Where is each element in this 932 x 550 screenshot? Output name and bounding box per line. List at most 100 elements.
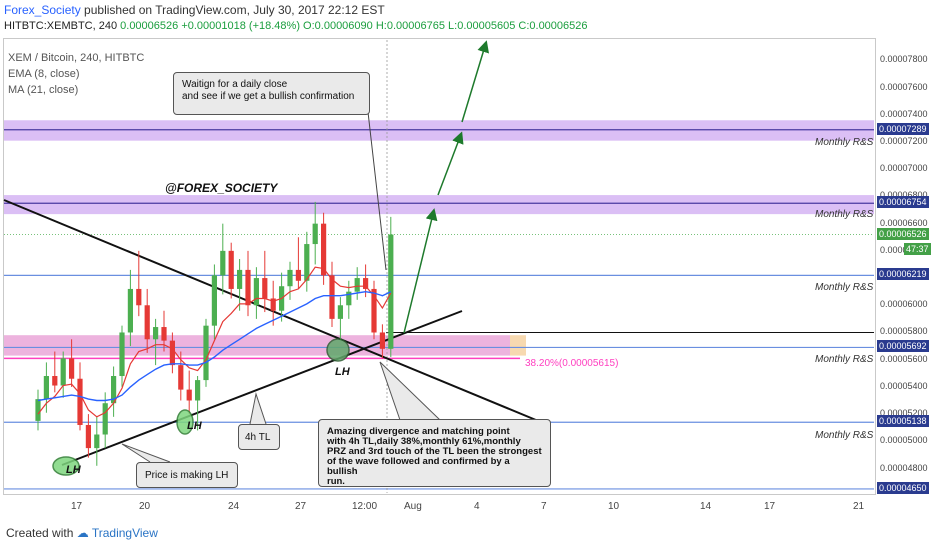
candle-body <box>262 278 268 299</box>
close-value: C:0.00006526 <box>518 20 588 32</box>
candle-body <box>102 403 108 435</box>
price-tick: 0.00007000 <box>880 163 928 174</box>
candle-body <box>69 358 75 379</box>
watermark-text: @FOREX_SOCIETY <box>165 181 278 195</box>
candle-body <box>379 332 385 349</box>
candle-body <box>186 389 192 401</box>
candle-body <box>85 424 91 449</box>
time-tick: 27 <box>295 501 307 512</box>
price-tick: 0.00006800 <box>880 190 928 200</box>
tradingview-brand[interactable]: TradingView <box>91 526 158 540</box>
legend-ma[interactable]: MA (21, close) <box>8 84 79 96</box>
lh-marker-2 <box>176 409 194 435</box>
time-tick: 7 <box>541 501 547 512</box>
time-tick: 20 <box>139 501 151 512</box>
symbol-label: HITBTC:XEMBTC, 240 <box>4 20 118 32</box>
candle-body <box>77 378 83 425</box>
change-value: +0.00001018 (+18.48%) <box>181 20 300 32</box>
candle-body <box>321 223 327 276</box>
price-badge: 0.00005692 <box>877 340 929 353</box>
lh-label-3: LH <box>335 366 350 378</box>
price-axis[interactable]: 0.00007800 0.00007600 0.00007400 0.00007200… <box>876 38 932 498</box>
publish-header: Forex_Society published on TradingView.c… <box>4 3 385 17</box>
chart-frame[interactable] <box>3 38 876 495</box>
time-tick: 17 <box>764 501 776 512</box>
tradingview-cloud-icon: ☁ <box>76 526 89 540</box>
low-value: L:0.00005605 <box>448 20 516 32</box>
price-tick: 0.00007800 <box>880 54 928 65</box>
fib-label: 38.20%(0.00005615) <box>525 358 619 369</box>
candle-body <box>371 288 377 333</box>
candle-body <box>94 434 100 449</box>
candle-body <box>287 269 293 287</box>
lh-marker-1 <box>52 456 80 476</box>
monthly-zone-top <box>4 120 874 141</box>
author-link[interactable]: Forex_Society <box>4 3 81 17</box>
indicators-layer <box>37 266 392 418</box>
candle-body <box>312 223 318 245</box>
time-tick: 10 <box>608 501 620 512</box>
candle-body <box>354 278 360 292</box>
note-4h-tl[interactable]: 4h TL <box>238 424 280 450</box>
candle-body <box>153 327 159 340</box>
candle-body <box>136 288 142 306</box>
candle-body <box>119 332 125 377</box>
legend-pair[interactable]: XEM / Bitcoin, 240, HITBTC <box>8 52 145 64</box>
descending-trendline <box>3 199 549 426</box>
candle-body <box>237 269 243 289</box>
projection-arrow-2 <box>437 131 464 196</box>
time-tick: Aug <box>404 501 422 512</box>
annotations-layer <box>52 40 490 476</box>
lh-label-1: LH <box>66 464 81 476</box>
candle-body <box>363 278 369 289</box>
ohlc-header: HITBTC:XEMBTC, 240 0.00006526 +0.0000101… <box>4 20 588 32</box>
note-divergence[interactable]: Amazing divergence and matching point wi… <box>318 419 551 487</box>
candle-body <box>161 327 167 341</box>
candle-body <box>346 291 352 306</box>
candle-body <box>245 269 251 306</box>
time-tick: 12:00 <box>352 501 378 512</box>
ema-8-line <box>37 266 392 418</box>
price-tick: 0.00005000 <box>880 435 928 446</box>
candle-body <box>228 250 234 289</box>
monthly-rs-label-1: Monthly R&S <box>815 137 874 148</box>
lh-marker-3 <box>326 338 350 362</box>
high-value: H:0.00006765 <box>375 20 445 32</box>
price-tick: 0.00007600 <box>880 81 928 92</box>
note-divergence-line4: of the wave followed and confirmed by a … <box>327 456 510 477</box>
time-tick: 24 <box>228 501 240 512</box>
candle-body <box>270 298 276 311</box>
note-daily-close-line1: Waitign for a daily close <box>182 79 288 90</box>
price-badge: 0.00006219 <box>877 268 929 281</box>
price-badge: 0.00007289 <box>877 122 929 135</box>
monthly-rs-label-5: Monthly R&S <box>815 430 874 441</box>
candle-body <box>388 234 394 349</box>
projection-arrow-3 <box>461 40 490 123</box>
candle-body <box>144 305 150 340</box>
time-tick: 4 <box>474 501 480 512</box>
candle-body <box>295 269 301 281</box>
created-with-text: Created with <box>6 526 74 540</box>
candle-body <box>35 399 41 421</box>
candle-body <box>329 275 335 319</box>
note-divergence-line3: PRZ and 3rd touch of the TL been the str… <box>327 446 542 457</box>
ascending-trendline-4h <box>61 310 463 466</box>
candle-body <box>169 340 175 366</box>
ma-21-line <box>37 290 392 402</box>
candle-body <box>304 244 310 281</box>
price-badge: 0.00004650 <box>877 481 929 494</box>
price-tick: 0.00006000 <box>880 299 928 310</box>
legend-ema[interactable]: EMA (8, close) <box>8 68 80 80</box>
last-price: 0.00006526 <box>120 20 179 32</box>
note-daily-close[interactable]: Waitign for a daily close and see if we … <box>173 72 370 115</box>
footer: Created with ☁ TradingView <box>6 526 158 540</box>
monthly-zone-upper <box>4 195 874 215</box>
candle-body <box>220 250 226 276</box>
prz-zone <box>4 335 510 356</box>
time-tick: 21 <box>853 501 865 512</box>
candle-body <box>111 376 117 404</box>
price-tick: 0.00005200 <box>880 408 928 419</box>
note-price-lh[interactable]: Price is making LH <box>136 462 238 488</box>
bar-countdown-timer: 47:37 <box>904 242 931 255</box>
